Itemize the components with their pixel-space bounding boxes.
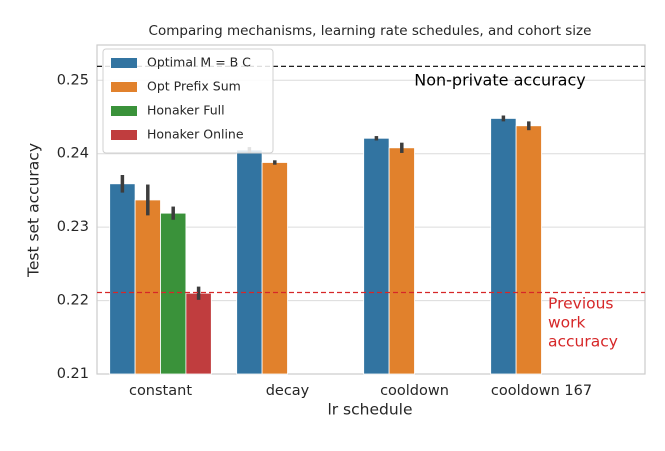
x-tick-label: decay — [266, 383, 310, 399]
legend-label: Optimal M = B C — [147, 55, 251, 70]
x-tick-label: cooldown 167 — [491, 383, 592, 399]
reference-label: Previous — [548, 295, 614, 313]
legend-label: Opt Prefix Sum — [147, 79, 241, 94]
bar — [515, 125, 542, 375]
y-axis-label: Test set accuracy — [25, 143, 43, 278]
legend: Optimal M = B C Opt Prefix Sum Honaker Ful… — [102, 48, 274, 154]
bar — [109, 183, 136, 375]
x-tick-label: constant — [129, 383, 192, 399]
legend-box — [102, 48, 274, 154]
bar — [490, 118, 517, 375]
legend-swatch — [111, 130, 137, 140]
reference-label: work — [548, 314, 586, 332]
legend-swatch — [111, 82, 137, 92]
x-tick-label: cooldown — [380, 383, 449, 399]
y-tick-label: 0.21 — [57, 366, 89, 382]
bar — [134, 199, 161, 375]
y-tick-label: 0.23 — [57, 219, 89, 235]
legend-label: Honaker Online — [147, 127, 244, 142]
y-tick-label: 0.22 — [57, 293, 89, 309]
y-tick-label: 0.25 — [57, 72, 89, 88]
legend-swatch — [111, 106, 137, 116]
legend-label: Honaker Full — [147, 103, 225, 118]
reference-label: Non-private accuracy — [414, 71, 586, 90]
bar — [160, 212, 187, 375]
bar — [363, 137, 390, 375]
bar — [261, 162, 288, 375]
bar — [388, 147, 415, 375]
legend-swatch — [111, 58, 137, 68]
reference-label: accuracy — [548, 333, 618, 351]
y-tick-label: 0.24 — [57, 146, 89, 162]
chart-title: Comparing mechanisms, learning rate sche… — [149, 23, 592, 39]
x-axis-label: lr schedule — [327, 401, 412, 419]
bar — [236, 149, 263, 375]
bar — [185, 292, 212, 375]
